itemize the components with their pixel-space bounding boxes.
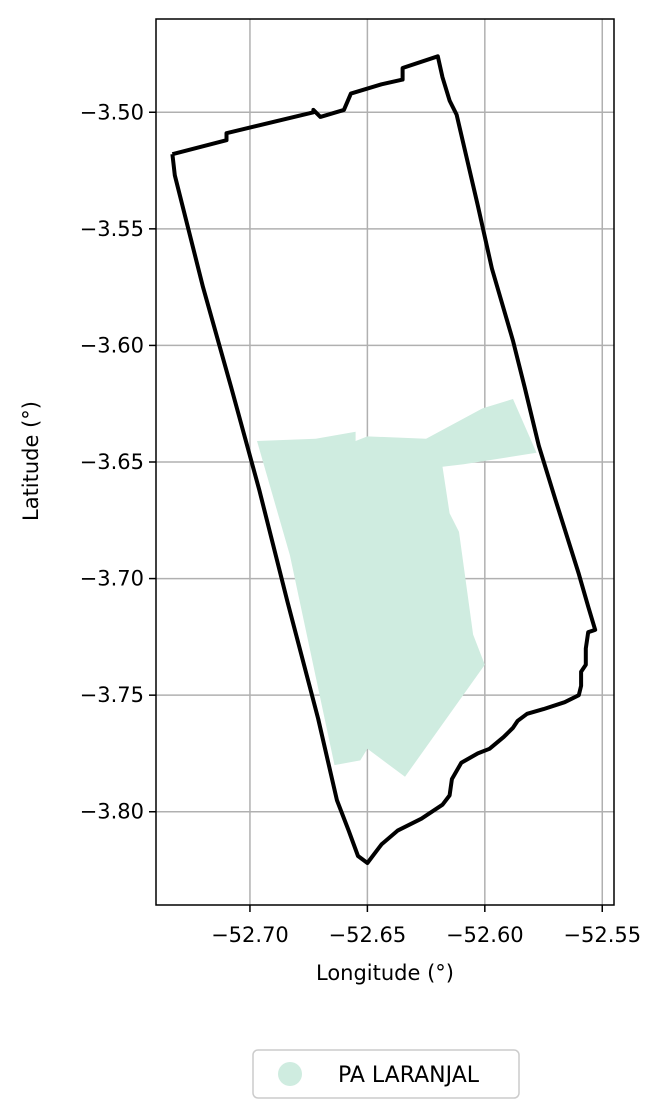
x-tick-label: −52.65 <box>329 923 407 947</box>
y-tick-label: −3.55 <box>80 217 144 241</box>
legend: PA LARANJAL <box>252 1049 520 1099</box>
region-pa-laranjal <box>257 399 537 777</box>
x-axis-label: Longitude (°) <box>316 961 454 985</box>
x-tick-label: −52.55 <box>563 923 641 947</box>
y-tick-label: −3.80 <box>80 800 144 824</box>
legend-marker-pa-laranjal <box>278 1062 302 1086</box>
x-tick-label: −52.60 <box>446 923 524 947</box>
y-axis-label: Latitude (°) <box>19 401 43 521</box>
y-tick-label: −3.50 <box>80 100 144 124</box>
y-tick-label: −3.60 <box>80 333 144 357</box>
y-tick-label: −3.70 <box>80 567 144 591</box>
x-tick-label: −52.70 <box>211 923 289 947</box>
y-ticks: −3.50 −3.55 −3.60 −3.65 −3.70 −3.75 −3.80 <box>80 100 156 824</box>
legend-box <box>252 1049 520 1099</box>
boundary-layer <box>170 54 598 865</box>
x-ticks: −52.70 −52.65 −52.60 −52.55 <box>211 905 641 947</box>
municipality-boundary <box>170 54 598 865</box>
y-tick-label: −3.75 <box>80 683 144 707</box>
legend-label-pa-laranjal: PA LARANJAL <box>338 1063 480 1088</box>
region-layer <box>257 399 537 777</box>
y-tick-label: −3.65 <box>80 450 144 474</box>
